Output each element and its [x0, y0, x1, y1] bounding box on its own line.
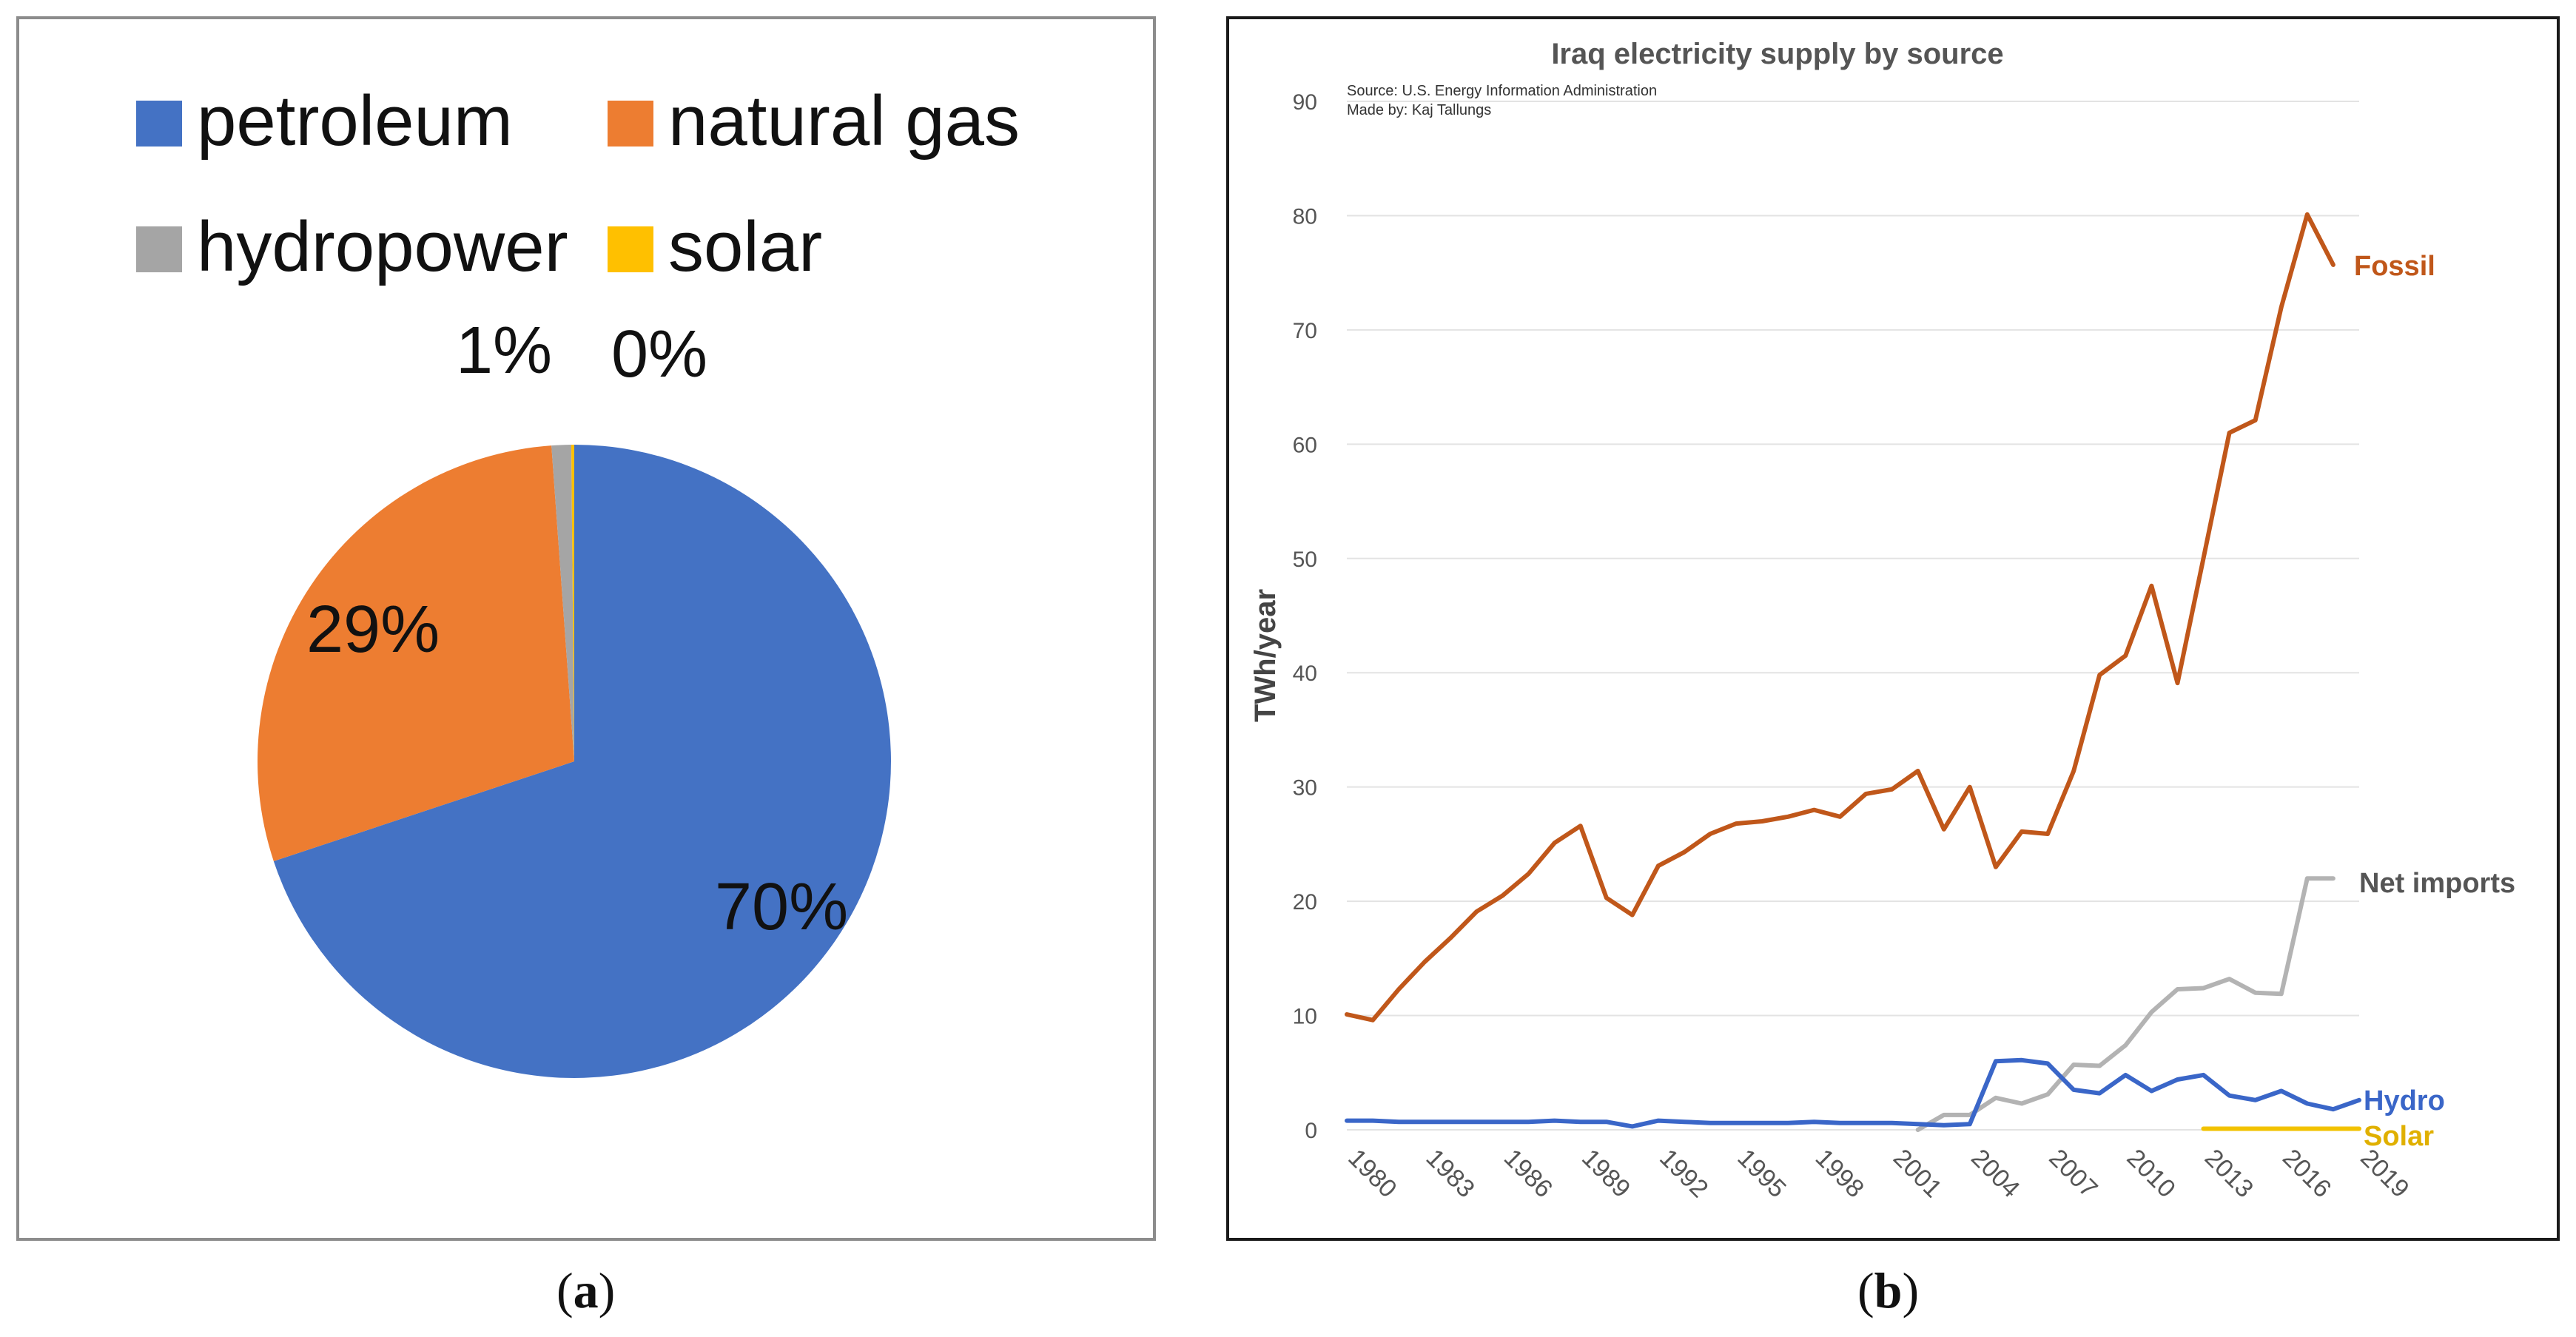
y-tick-30: 30	[1293, 776, 1317, 801]
pie-label-hydropower: 1%	[456, 314, 552, 388]
x-tick-1989: 1989	[1576, 1144, 1635, 1203]
legend-swatch-petroleum	[136, 101, 182, 147]
legend-label-natural-gas: natural gas	[668, 81, 1020, 161]
y-tick-labels: 0 10 20 30 40 50 60 70 80 90	[1293, 90, 1317, 1143]
series-end-labels: Fossil Net imports Hydro Solar	[2354, 251, 2515, 1152]
y-tick-40: 40	[1293, 661, 1317, 686]
legend-swatch-solar	[608, 226, 653, 272]
legend-label-solar: solar	[668, 207, 822, 286]
y-tick-60: 60	[1293, 433, 1317, 457]
pie-legend: petroleum natural gas hydropower solar	[136, 81, 1020, 286]
panel-b-line-chart: Iraq electricity supply by source Source…	[1226, 16, 2560, 1241]
line-chart: Iraq electricity supply by source Source…	[1249, 38, 2515, 1203]
series-line-hydro	[1345, 1057, 2361, 1129]
y-tick-20: 20	[1293, 890, 1317, 915]
series-label-net-imports: Net imports	[2359, 868, 2515, 899]
y-axis-label: TWh/year	[1249, 589, 1282, 722]
pie-label-natural-gas: 29%	[306, 593, 440, 667]
y-tick-10: 10	[1293, 1005, 1317, 1029]
x-tick-1995: 1995	[1732, 1144, 1791, 1203]
x-tick-1998: 1998	[1810, 1144, 1869, 1203]
series-label-solar: Solar	[2364, 1121, 2434, 1152]
x-tick-2001: 2001	[1888, 1144, 1947, 1203]
x-tick-1986: 1986	[1499, 1144, 1558, 1203]
chart-source-note: Source: U.S. Energy Information Administ…	[1347, 83, 1657, 99]
pie-slice-petroleum	[273, 445, 891, 1078]
caption-b: (b)	[1857, 1262, 1920, 1319]
series-line-fossil	[1345, 212, 2335, 1023]
series-line-net-imports	[1915, 876, 2335, 1132]
series-label-hydro: Hydro	[2364, 1085, 2445, 1117]
pie-slice-natural-gas	[258, 445, 574, 861]
legend-label-hydropower: hydropower	[197, 207, 568, 286]
x-tick-2013: 2013	[2199, 1144, 2259, 1203]
x-tick-2010: 2010	[2122, 1144, 2181, 1203]
x-tick-labels: 1980 1983 1986 1989 1992 1995 1998 2001 2004 2007…	[1342, 1144, 2414, 1203]
pie-slices	[258, 445, 891, 1078]
x-tick-2007: 2007	[2043, 1144, 2102, 1203]
x-tick-2004: 2004	[1965, 1144, 2025, 1203]
chart-series	[1345, 212, 2361, 1132]
pie-chart: petroleum natural gas hydropower solar 7…	[136, 81, 1020, 1078]
caption-a: (a)	[556, 1262, 616, 1319]
pie-data-labels: 70% 29% 1% 0%	[306, 314, 848, 944]
chart-gridlines	[1347, 101, 2359, 1131]
panel-a-pie-chart: petroleum natural gas hydropower solar 7…	[16, 16, 1156, 1241]
x-tick-1980: 1980	[1342, 1144, 1402, 1203]
chart-title: Iraq electricity supply by source	[1551, 38, 2003, 70]
x-tick-1983: 1983	[1421, 1144, 1480, 1203]
pie-slice-solar	[571, 445, 574, 761]
y-tick-70: 70	[1293, 319, 1317, 343]
pie-label-solar: 0%	[611, 317, 707, 391]
series-label-fossil: Fossil	[2354, 251, 2435, 282]
x-tick-2019: 2019	[2355, 1144, 2414, 1203]
pie-label-petroleum: 70%	[715, 870, 848, 944]
y-tick-90: 90	[1293, 90, 1317, 115]
y-tick-80: 80	[1293, 204, 1317, 229]
y-tick-0: 0	[1305, 1119, 1317, 1143]
legend-swatch-natural-gas	[608, 101, 653, 147]
legend-label-petroleum: petroleum	[197, 81, 513, 161]
pie-slice-hydropower	[551, 445, 574, 761]
chart-made-by: Made by: Kaj Tallungs	[1347, 102, 1491, 118]
y-tick-50: 50	[1293, 548, 1317, 572]
legend-swatch-hydropower	[136, 226, 182, 272]
x-tick-1992: 1992	[1654, 1144, 1713, 1203]
x-tick-2016: 2016	[2277, 1144, 2336, 1203]
